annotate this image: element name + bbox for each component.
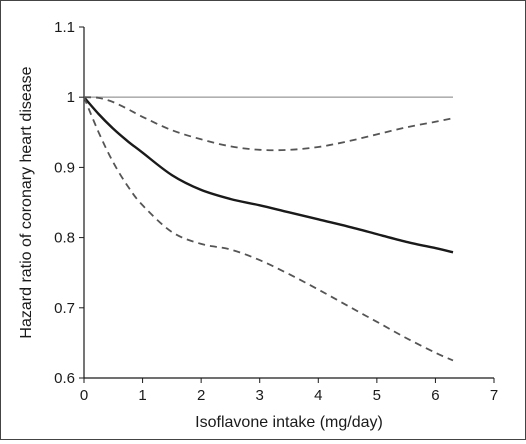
x-ticks: 0 1 2 3 4 5 6 7 xyxy=(80,378,498,404)
hazard-ratio-estimate-line xyxy=(83,96,454,254)
x-axis-title: Isoflavone intake (mg/day) xyxy=(195,414,383,431)
y-tick-label: 0.9 xyxy=(54,159,75,176)
x-tick-label: 2 xyxy=(197,387,205,404)
x-tick-label: 5 xyxy=(373,387,381,404)
y-tick-label: 1.1 xyxy=(54,19,75,36)
x-tick-label: 6 xyxy=(431,387,439,404)
x-tick-label: 7 xyxy=(490,387,498,404)
x-tick-label: 0 xyxy=(80,387,88,404)
lower-confidence-limit-line xyxy=(83,96,454,362)
x-tick-label: 1 xyxy=(138,387,146,404)
upper-confidence-limit-line xyxy=(83,96,454,152)
y-axis-title: Hazard ratio of coronary heart disease xyxy=(18,66,35,338)
x-tick-label: 4 xyxy=(314,387,322,404)
x-tick-label: 3 xyxy=(256,387,264,404)
y-ticks: 0.6 0.7 0.8 0.9 1 1.1 xyxy=(54,19,84,387)
axes: 0.6 0.7 0.8 0.9 1 1.1 0 1 2 3 4 5 6 7 xyxy=(54,19,498,404)
y-tick-label: 0.7 xyxy=(54,300,75,317)
y-tick-label: 0.6 xyxy=(54,370,75,387)
y-tick-label: 1 xyxy=(67,89,75,106)
y-tick-label: 0.8 xyxy=(54,230,75,247)
plot-area xyxy=(83,96,454,362)
